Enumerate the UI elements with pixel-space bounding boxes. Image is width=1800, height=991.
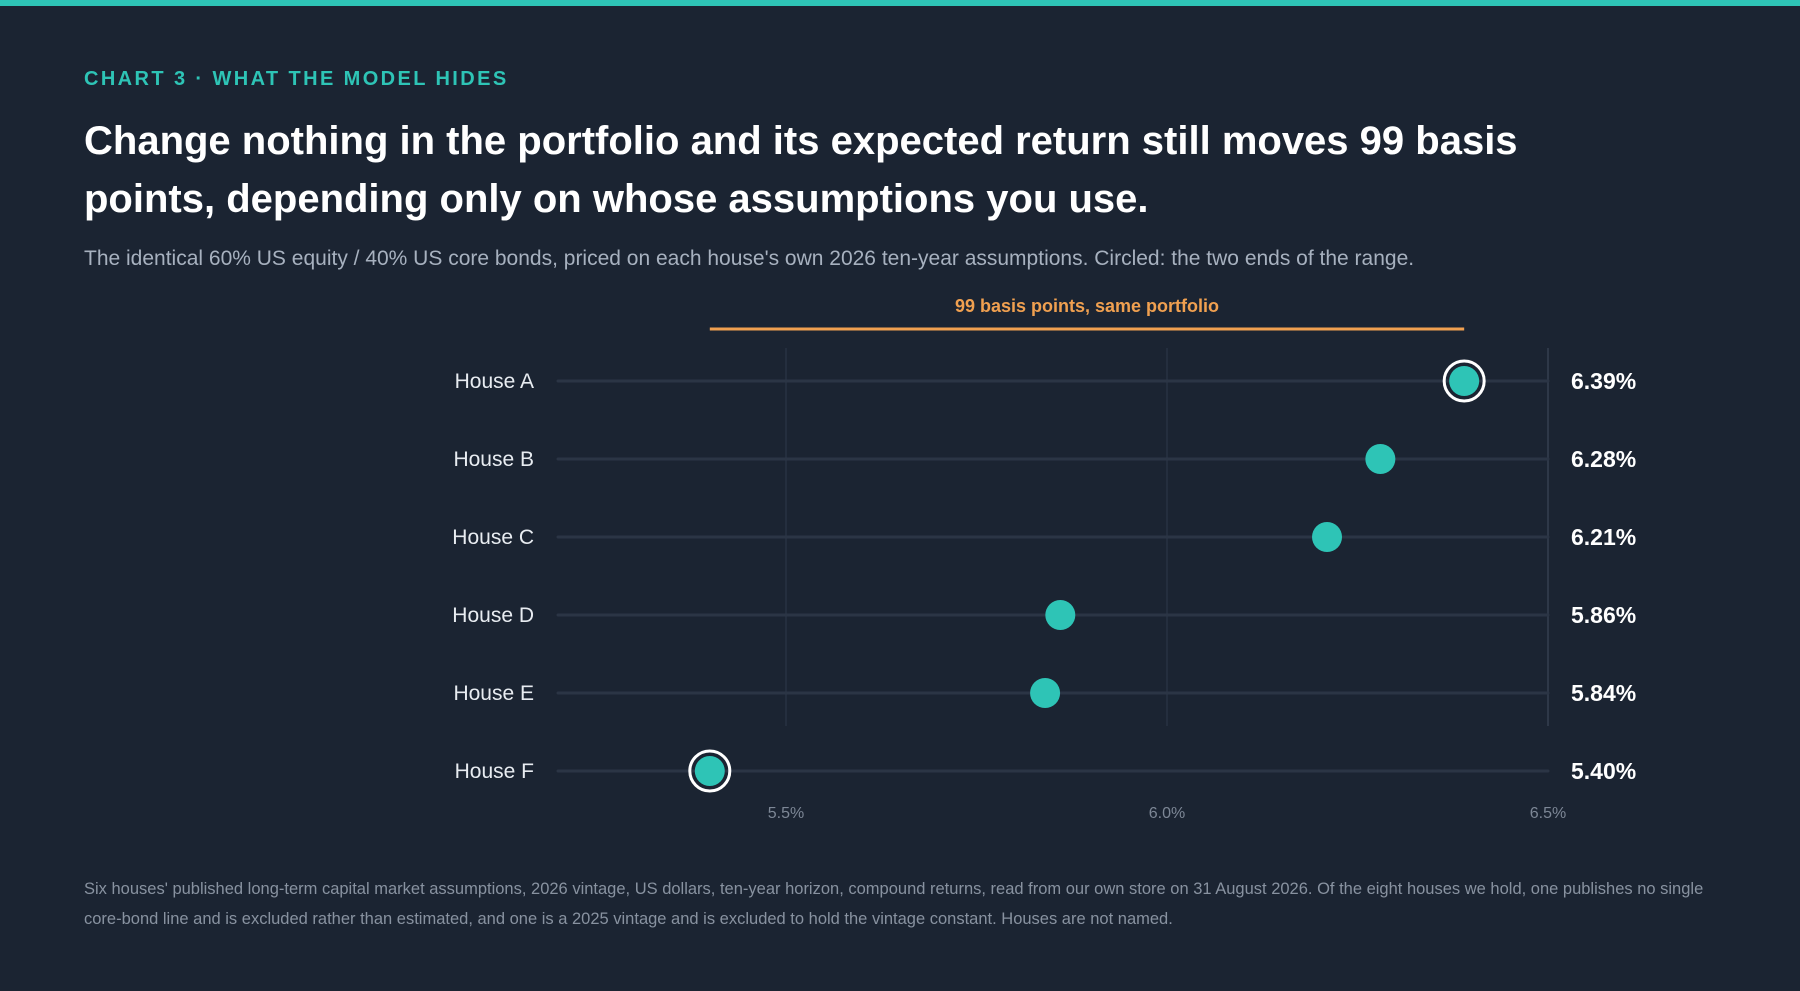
highlight-ring <box>688 749 732 793</box>
data-point-house-f <box>694 756 725 786</box>
value-label: 5.86% <box>1571 602 1636 628</box>
value-label: 6.21% <box>1571 524 1636 550</box>
category-label: House F <box>455 760 534 783</box>
x-tick-label: 5.5% <box>768 805 804 822</box>
category-label: House C <box>452 526 534 549</box>
accent-top-bar <box>0 0 1800 6</box>
chart-footnote: Six houses' published long-term capital … <box>84 880 1704 928</box>
data-point-house-c <box>1312 522 1343 552</box>
value-label: 5.40% <box>1571 758 1636 784</box>
chart-eyebrow: CHART 3 · WHAT THE MODEL HIDES <box>84 68 509 90</box>
category-label: House A <box>455 370 534 393</box>
chart-headline: Change nothing in the portfolio and its … <box>84 119 1518 221</box>
x-tick-label: 6.0% <box>1149 805 1185 822</box>
range-annotation-label: 99 basis points, same portfolio <box>955 296 1219 316</box>
data-point-house-b <box>1365 444 1396 474</box>
value-label: 5.84% <box>1571 680 1636 706</box>
category-label: House B <box>453 448 534 471</box>
value-label: 6.39% <box>1571 368 1636 394</box>
x-tick-label: 6.5% <box>1530 805 1566 822</box>
data-point-house-d <box>1045 600 1076 630</box>
chart-subtitle: The identical 60% US equity / 40% US cor… <box>84 247 1415 270</box>
data-point-house-e <box>1030 678 1061 708</box>
data-point-house-a <box>1449 366 1480 396</box>
category-label: House D <box>452 604 534 627</box>
value-label: 6.28% <box>1571 446 1636 472</box>
category-label: House E <box>453 682 534 705</box>
highlight-ring <box>1442 359 1486 403</box>
